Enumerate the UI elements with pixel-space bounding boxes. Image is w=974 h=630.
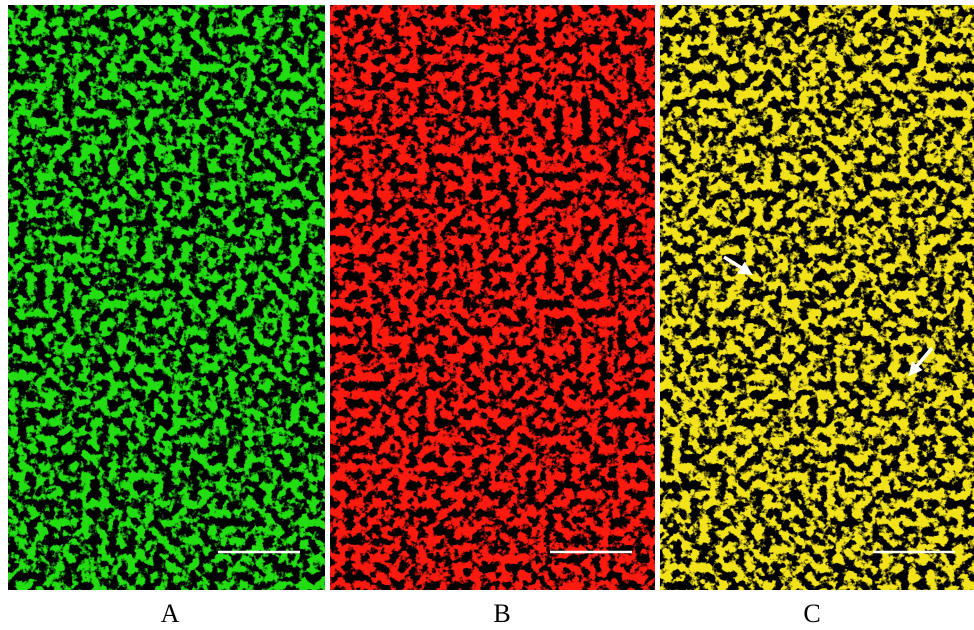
fluorescence-image bbox=[330, 5, 655, 590]
panel-a bbox=[8, 5, 325, 590]
panel-label: C bbox=[803, 599, 820, 628]
fluorescence-image bbox=[660, 5, 974, 590]
arrow bbox=[908, 346, 934, 377]
panel-label: A bbox=[161, 599, 180, 628]
fluorescence-image bbox=[8, 5, 325, 590]
arrow bbox=[723, 255, 753, 275]
panel-b bbox=[330, 5, 655, 590]
panel-c bbox=[660, 5, 974, 590]
panel-label: B bbox=[493, 599, 510, 628]
